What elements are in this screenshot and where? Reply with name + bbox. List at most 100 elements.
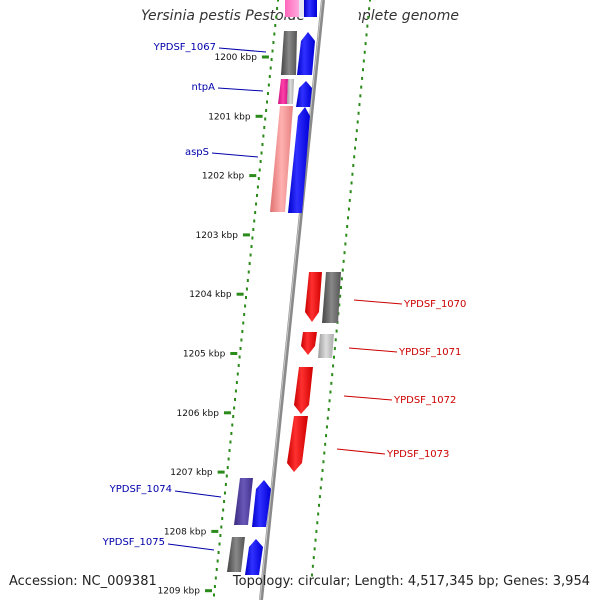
- gene-label-ypdsf-1073[interactable]: YPDSF_1073: [386, 449, 449, 460]
- gc-dot: [318, 495, 321, 499]
- gene-ntpa-magenta[interactable]: [278, 79, 288, 104]
- gene-partial-top-light[interactable]: [299, 0, 304, 17]
- gene-asps-salmon[interactable]: [270, 106, 293, 212]
- gc-dot: [227, 457, 230, 461]
- gc-dot: [329, 390, 332, 394]
- gene-ntpa-light[interactable]: [287, 79, 294, 104]
- gc-dot: [252, 228, 255, 231]
- track-band: [252, 0, 360, 600]
- gc-dot: [260, 151, 263, 155]
- gc-dot: [339, 294, 342, 298]
- gc-dot: [239, 347, 242, 350]
- tick-label: 1206 kbp: [177, 409, 220, 419]
- gc-dot: [263, 126, 266, 129]
- gc-dot: [232, 415, 235, 418]
- gc-dot: [219, 534, 222, 537]
- gc-dot: [273, 32, 276, 36]
- gene-label-ypdsf-1074[interactable]: YPDSF_1074: [109, 484, 172, 495]
- gc-dot: [215, 568, 218, 571]
- gene-ypdsf-1067-blue[interactable]: [297, 32, 315, 75]
- gc-dot: [223, 491, 226, 495]
- gc-dot: [350, 181, 353, 185]
- gc-dot: [345, 233, 348, 237]
- gc-dot: [315, 529, 318, 533]
- gc-dot: [317, 512, 320, 516]
- gc-dot: [261, 143, 264, 146]
- gc-dot: [335, 329, 338, 333]
- leader-line: [174, 490, 222, 498]
- gc-dot: [332, 364, 335, 368]
- gene-label-ntpa[interactable]: ntpA: [192, 82, 216, 93]
- gc-dot: [262, 134, 265, 138]
- tick-label: 1205 kbp: [183, 350, 226, 360]
- gc-dot: [217, 551, 220, 554]
- gene-labels: YPDSF_1067 ntpA aspS YPDSF_1070 YPDSF_1071 YP…: [102, 42, 466, 551]
- gc-content-track-left: [213, 0, 279, 597]
- gc-dot: [214, 576, 217, 580]
- gc-dot: [347, 207, 350, 211]
- gc-dot: [363, 50, 366, 54]
- gc-dot: [325, 434, 328, 438]
- gc-dot: [213, 585, 216, 588]
- gene-partial-top-pink[interactable]: [285, 0, 299, 17]
- gene-ypdsf-1067-gray[interactable]: [281, 31, 297, 75]
- gc-dot: [271, 49, 274, 53]
- gene-label-ypdsf-1072[interactable]: YPDSF_1072: [393, 395, 456, 406]
- gene-label-ypdsf-1075[interactable]: YPDSF_1075: [102, 537, 165, 548]
- gc-dot: [340, 277, 343, 281]
- gc-dot: [316, 521, 319, 525]
- gene-label-ypdsf-1070[interactable]: YPDSF_1070: [403, 299, 466, 310]
- gene-asps-blue[interactable]: [288, 107, 310, 213]
- gene-label-ypdsf-1067[interactable]: YPDSF_1067: [153, 42, 216, 53]
- gc-dot: [343, 251, 346, 255]
- gc-dot: [245, 296, 247, 299]
- gc-dot: [245, 287, 248, 291]
- gc-dot: [359, 94, 362, 98]
- gc-dot: [266, 92, 269, 95]
- gene-ypdsf-1075-gray[interactable]: [227, 537, 245, 572]
- gc-dot: [348, 198, 351, 202]
- gc-dot: [356, 120, 359, 124]
- gc-dot: [272, 41, 275, 44]
- gene-ypdsf-1072-red[interactable]: [294, 367, 313, 414]
- gc-dot: [242, 321, 245, 325]
- gc-dot: [360, 85, 363, 89]
- gc-dot: [324, 442, 327, 446]
- gene-label-ypdsf-1071[interactable]: YPDSF_1071: [398, 347, 461, 358]
- gc-dot: [226, 466, 229, 469]
- gene-ypdsf-1070-red[interactable]: [305, 272, 322, 322]
- gene-ypdsf-1073-red[interactable]: [287, 416, 308, 472]
- gene-ypdsf-1071-light[interactable]: [318, 334, 334, 358]
- leader-line: [353, 299, 403, 305]
- gc-dot: [347, 216, 350, 220]
- gene-ypdsf-1074-blue[interactable]: [252, 480, 271, 527]
- gc-dot: [251, 236, 254, 240]
- gc-dot: [213, 593, 215, 597]
- gc-dot: [362, 59, 365, 63]
- gc-dot: [330, 381, 333, 385]
- gc-dot: [275, 15, 278, 19]
- gc-dot: [344, 242, 347, 246]
- gc-dot: [225, 474, 228, 478]
- gc-dot: [224, 483, 227, 486]
- gc-dot: [313, 547, 316, 551]
- gc-dot: [358, 103, 361, 107]
- gene-ypdsf-1071-red[interactable]: [301, 332, 317, 355]
- gene-label-asps[interactable]: aspS: [185, 147, 209, 158]
- gene-ypdsf-1074-purple[interactable]: [234, 478, 253, 525]
- gc-dot: [311, 564, 314, 568]
- gene-ntpa-blue[interactable]: [296, 81, 312, 107]
- gc-dot: [220, 525, 223, 529]
- gene-ypdsf-1075-blue[interactable]: [245, 539, 263, 575]
- tick-label: 1207 kbp: [170, 468, 213, 478]
- gc-dot: [326, 416, 329, 420]
- gc-dot: [244, 304, 247, 308]
- gc-dot: [233, 406, 236, 410]
- gc-dot: [366, 24, 369, 28]
- gc-dot: [274, 24, 277, 27]
- gc-dot: [218, 542, 221, 546]
- gc-dot: [361, 68, 364, 72]
- gene-ypdsf-1070-gray[interactable]: [322, 272, 341, 323]
- gene-partial-top-blue[interactable]: [304, 0, 317, 17]
